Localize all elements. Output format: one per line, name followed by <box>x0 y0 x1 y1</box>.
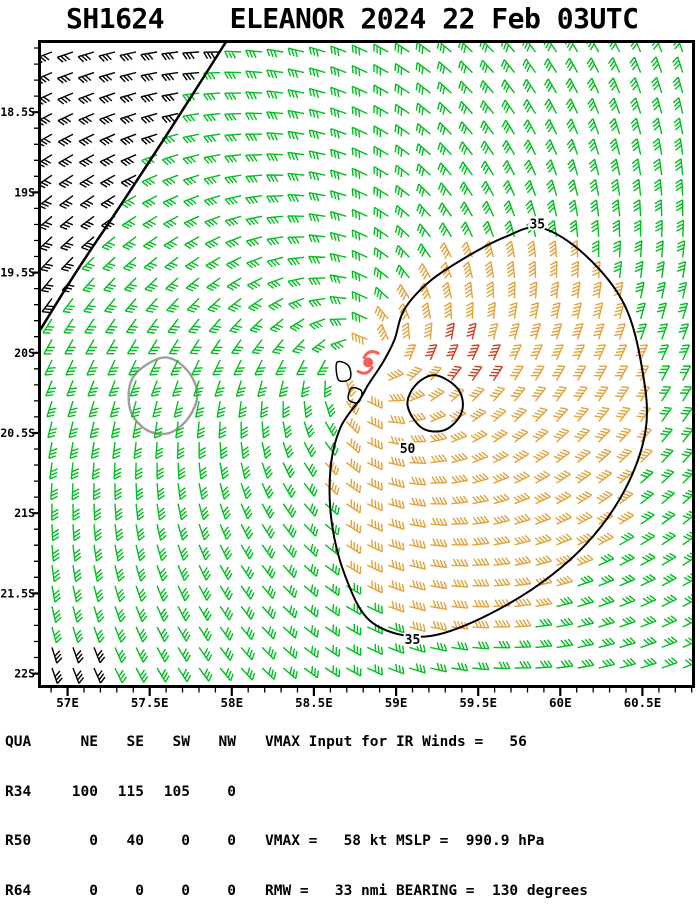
radius-value: 0 <box>89 833 98 849</box>
y-axis-label: 19S <box>14 185 35 199</box>
r34-row: R34 100 115 105 0 <box>5 784 697 801</box>
x-axis-label: 57E <box>56 695 79 710</box>
y-axis-label: 19.5S <box>0 266 35 280</box>
y-axis-label: 21.5S <box>0 586 35 600</box>
x-axis-label: 58.5E <box>295 695 333 710</box>
qua-header: QUA <box>5 734 32 750</box>
x-axis-label: 57.5E <box>131 695 169 710</box>
barbs-green <box>42 41 694 684</box>
wind-barbs <box>39 41 694 684</box>
vmax-input-text: VMAX Input for IR Winds = 56 <box>265 734 527 750</box>
radius-value: 100 <box>71 783 98 800</box>
radius-value: 0 <box>227 783 236 800</box>
contour-center-loop-b <box>347 386 363 404</box>
radius-value: 105 <box>163 783 190 800</box>
storm-symbol <box>356 350 380 375</box>
x-axis-label: 60.5E <box>624 695 662 710</box>
radius-value: 0 <box>181 833 190 849</box>
rmw-bearing-text: RMW = 33 nmi BEARING = 130 degrees <box>265 882 589 899</box>
barbs-orange <box>324 240 653 633</box>
barbs-red <box>425 322 504 381</box>
x-axis-label: 58E <box>221 695 244 710</box>
r64-row: R64 0 0 0 0 RMW = 33 nmi BEARING = 130 d… <box>5 883 697 900</box>
wind-barb-chart: 35 35 50 57E 57.5E 58E 58.5E 59E 59.5E 60E 60.5E 18… <box>0 40 699 710</box>
contour-label: 50 <box>400 442 416 457</box>
contour-50 <box>406 374 464 433</box>
vmax-mslp-text: VMAX = 58 kt MSLP = 990.9 hPa <box>265 833 545 849</box>
axes: 57E 57.5E 58E 58.5E 59E 59.5E 60E 60.5E 18.5S 19S… <box>0 40 695 710</box>
isotach-contours <box>39 41 648 638</box>
quadrant-header-nw: NW <box>218 734 236 750</box>
radius-value: 40 <box>126 833 144 849</box>
radius-value: 0 <box>135 882 144 899</box>
stats-header-row: QUA NE SE SW NW VMAX Input for IR Winds … <box>5 734 697 751</box>
contour-35 <box>328 226 648 638</box>
contour-data-edge <box>39 41 228 335</box>
contour-label: 35 <box>529 217 545 232</box>
r50-row: R50 0 40 0 0 VMAX = 58 kt MSLP = 990.9 h… <box>5 833 697 850</box>
x-axis-label: 59E <box>385 695 408 710</box>
x-axis-label: 59.5E <box>459 695 497 710</box>
radius-value: 0 <box>227 882 236 899</box>
contour-labels: 35 35 50 <box>398 215 547 649</box>
y-axis-label: 21S <box>14 506 35 520</box>
y-axis-label: 20S <box>14 346 35 360</box>
y-axis-label: 18.5S <box>0 105 35 119</box>
contour-label: 35 <box>405 633 421 648</box>
wind-radii-stats: QUA NE SE SW NW VMAX Input for IR Winds … <box>5 701 697 916</box>
plot-border <box>38 40 695 688</box>
storm-center-dot <box>363 357 374 368</box>
major-ticks <box>32 111 644 696</box>
quadrant-header-ne: NE <box>80 734 98 750</box>
x-axis-label: 60E <box>549 695 572 710</box>
barbs-black <box>39 51 221 684</box>
contour-center-loop-a <box>335 360 352 383</box>
radius-value: 0 <box>227 833 236 849</box>
radius-value: 0 <box>181 882 190 899</box>
r50-label: R50 <box>5 833 32 849</box>
radius-value: 0 <box>89 882 98 899</box>
wind-map-svg: 35 35 50 57E 57.5E 58E 58.5E 59E 59.5E 60E 60.5E 18… <box>0 40 695 710</box>
island-outline <box>127 356 199 436</box>
quadrant-header-sw: SW <box>172 734 190 750</box>
r34-label: R34 <box>5 783 32 800</box>
y-axis-label: 20.5S <box>0 426 35 440</box>
page-title: SH1624 ELEANOR 2024 22 Feb 03UTC <box>66 2 639 35</box>
quadrant-header-se: SE <box>126 734 144 750</box>
y-axis-label: 22S <box>14 667 35 681</box>
radius-value: 115 <box>117 783 144 800</box>
r64-label: R64 <box>5 882 32 899</box>
